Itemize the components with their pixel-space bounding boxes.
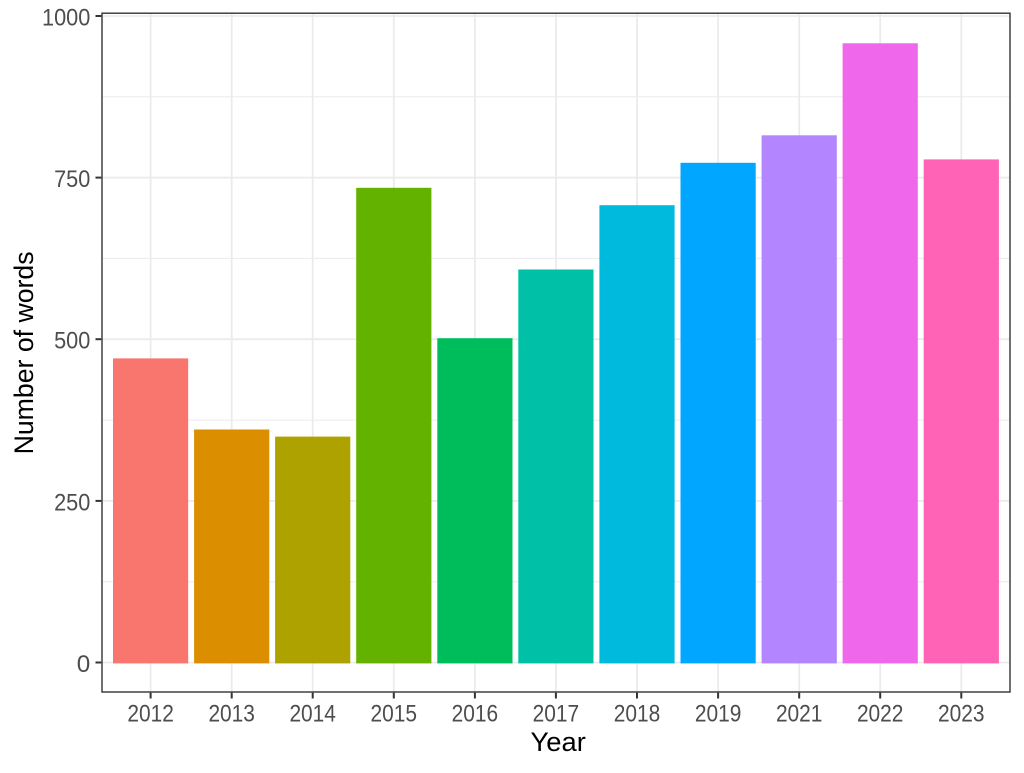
svg-text:2018: 2018 <box>614 702 661 728</box>
svg-text:2017: 2017 <box>533 702 580 728</box>
svg-text:750: 750 <box>54 167 90 193</box>
svg-text:2019: 2019 <box>695 702 742 728</box>
svg-text:2015: 2015 <box>371 702 418 728</box>
svg-text:250: 250 <box>54 490 90 516</box>
svg-text:2021: 2021 <box>776 702 823 728</box>
svg-text:1000: 1000 <box>42 6 90 32</box>
svg-text:2016: 2016 <box>452 702 499 728</box>
svg-text:2023: 2023 <box>938 702 985 728</box>
svg-text:2014: 2014 <box>289 702 336 728</box>
svg-text:Year: Year <box>531 727 586 757</box>
svg-text:2013: 2013 <box>208 702 255 728</box>
svg-text:Number of words: Number of words <box>9 251 39 454</box>
svg-text:500: 500 <box>54 329 90 355</box>
svg-text:0: 0 <box>77 652 91 678</box>
svg-text:2022: 2022 <box>857 702 904 728</box>
svg-text:2012: 2012 <box>127 702 174 728</box>
